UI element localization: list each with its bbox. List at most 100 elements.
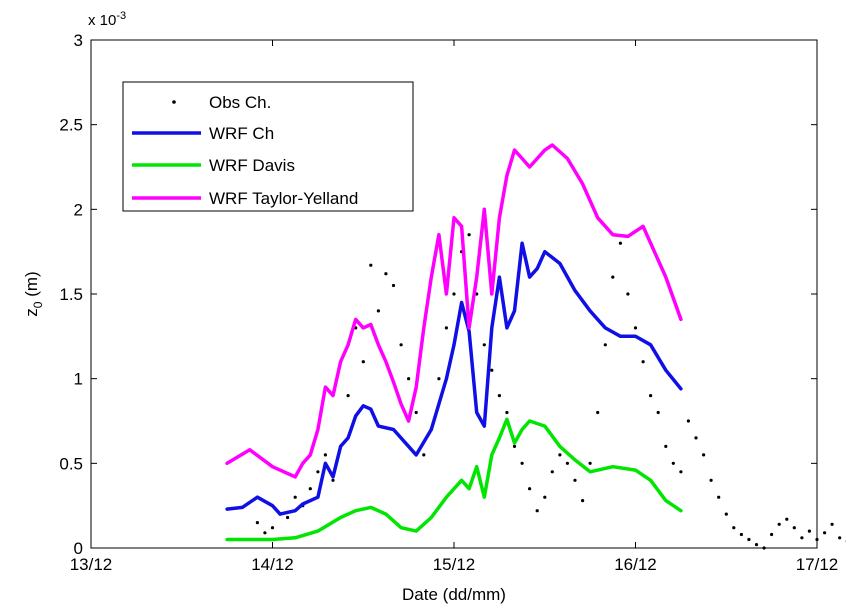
data-point <box>724 512 728 516</box>
y-axis-label-subscript: 0 <box>31 301 45 308</box>
y-axis-exponent-base: x 10 <box>88 12 116 29</box>
x-tick-label: 14/12 <box>251 555 294 574</box>
data-point <box>543 495 547 499</box>
data-point <box>702 453 706 457</box>
data-point <box>467 233 471 237</box>
data-point <box>785 517 789 521</box>
data-point <box>588 461 592 465</box>
y-tick-label: 2.5 <box>59 116 83 135</box>
y-tick-label: 1.5 <box>59 285 83 304</box>
data-point <box>444 326 448 330</box>
data-point <box>255 521 259 525</box>
data-point <box>754 543 759 547</box>
x-tick-label: 17/12 <box>796 555 839 574</box>
data-point <box>270 526 275 530</box>
data-point <box>422 453 426 457</box>
data-point <box>739 532 744 537</box>
series-obs-ch <box>255 233 846 550</box>
data-point <box>528 487 532 491</box>
data-point <box>694 436 698 440</box>
data-point <box>565 461 570 465</box>
legend: Obs Ch. WRF Ch WRF Davis WRF Taylor-Yelland <box>122 81 414 212</box>
data-point <box>800 536 804 540</box>
y-axis-ticks: 0 0.5 1 1.5 2 2.5 3 <box>59 31 817 558</box>
data-point <box>482 343 486 347</box>
data-point <box>286 515 290 520</box>
legend-label: WRF Davis <box>209 156 295 175</box>
data-point <box>437 377 441 381</box>
y-axis-label-main: z <box>22 308 41 317</box>
data-point <box>603 343 607 347</box>
y-tick-label: 1 <box>74 370 83 389</box>
series-line-wrf-taylor-yelland <box>225 143 683 479</box>
legend-label: Obs Ch. <box>209 93 271 112</box>
data-point <box>717 495 721 499</box>
data-point <box>709 478 713 482</box>
data-point <box>679 470 683 474</box>
x-tick-label: 13/12 <box>70 555 113 574</box>
data-point <box>293 495 297 499</box>
data-point <box>823 531 827 535</box>
y-axis-exponent-power: -3 <box>116 10 126 22</box>
data-point <box>399 343 403 347</box>
x-tick-label: 16/12 <box>614 555 657 574</box>
data-point <box>308 487 312 491</box>
data-point <box>792 526 796 530</box>
data-point <box>581 499 585 503</box>
series-line-wrf-davis <box>225 417 683 542</box>
data-point <box>611 275 615 279</box>
data-point <box>807 529 812 533</box>
data-point <box>391 283 396 288</box>
plot-lines <box>225 143 846 550</box>
y-axis-exponent: x 10-3 <box>88 10 126 29</box>
data-point <box>641 360 645 364</box>
y-tick-label: 0.5 <box>59 454 83 473</box>
y-tick-label: 2 <box>74 200 83 219</box>
data-point <box>671 461 675 465</box>
legend-marker <box>172 100 176 104</box>
data-point <box>384 272 388 276</box>
data-point <box>777 522 781 526</box>
data-point <box>505 410 509 415</box>
data-point <box>686 419 691 423</box>
data-point <box>520 461 524 465</box>
data-point <box>830 522 834 526</box>
legend-box <box>122 81 414 212</box>
data-point <box>376 309 380 313</box>
data-point <box>490 368 494 372</box>
data-point <box>770 532 774 537</box>
legend-label: WRF Taylor-Yelland <box>209 189 358 208</box>
data-point <box>263 531 267 535</box>
data-point <box>626 292 630 296</box>
data-point <box>323 453 327 457</box>
data-point <box>512 444 517 448</box>
legend-label: WRF Ch <box>209 124 274 143</box>
x-axis-ticks: 13/12 14/12 15/12 16/12 17/12 <box>70 40 839 574</box>
data-point <box>550 470 554 474</box>
data-point <box>535 509 539 513</box>
series-line-wrf-ch <box>225 241 683 516</box>
data-point <box>407 377 411 381</box>
data-point <box>414 410 418 415</box>
data-point <box>618 241 623 245</box>
data-point <box>346 394 350 398</box>
data-point <box>596 410 600 415</box>
data-point <box>316 470 320 474</box>
data-point <box>649 394 653 398</box>
data-point <box>497 394 501 398</box>
y-tick-label: 3 <box>74 31 83 50</box>
data-point <box>331 478 335 482</box>
data-point <box>558 453 562 457</box>
x-tick-label: 15/12 <box>433 555 476 574</box>
data-point <box>732 526 736 530</box>
data-point <box>369 263 373 267</box>
data-point <box>452 292 456 296</box>
data-point <box>633 326 638 330</box>
y-axis-label-unit: (m) <box>22 271 41 301</box>
data-point <box>838 536 842 540</box>
data-point <box>573 478 577 482</box>
data-point <box>361 360 365 364</box>
x-axis-label: Date (dd/mm) <box>402 585 506 604</box>
data-point <box>664 444 668 448</box>
